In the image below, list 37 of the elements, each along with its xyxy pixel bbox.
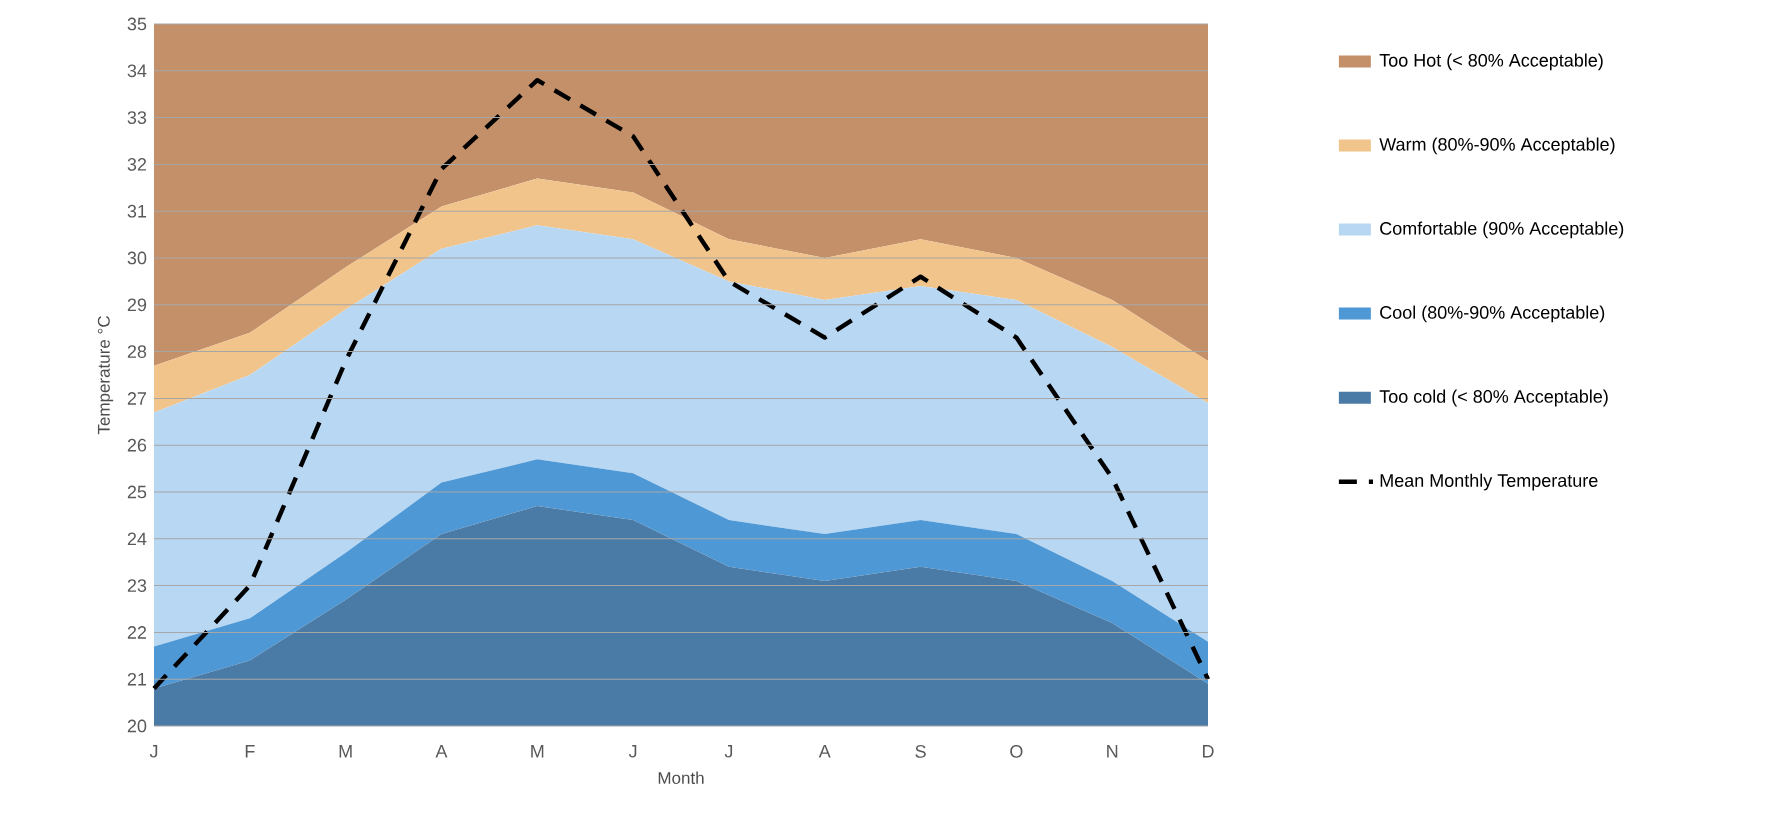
x-tick-label: O xyxy=(1010,745,1023,758)
y-tick-label: 35 xyxy=(127,17,147,31)
y-tick-label: 33 xyxy=(127,111,147,124)
x-tick-label: F xyxy=(245,745,255,758)
y-axis-title: Temperature °C xyxy=(97,316,114,435)
y-tick-label: 29 xyxy=(127,298,147,312)
y-tick-label: 27 xyxy=(127,392,147,405)
x-tick-label: J xyxy=(149,745,158,758)
x-axis-title: Month xyxy=(658,771,704,784)
y-tick-label: 23 xyxy=(127,579,147,592)
x-tick-label: A xyxy=(818,745,831,758)
legend-label: Too Hot (< 80% Acceptable) xyxy=(1379,53,1603,71)
x-tick-label: S xyxy=(915,745,926,758)
y-tick-label: 28 xyxy=(127,345,147,358)
line-series xyxy=(151,77,1211,691)
y-tick-label: 20 xyxy=(127,719,147,733)
x-tick-label: A xyxy=(435,745,448,758)
y-tick-label: 22 xyxy=(127,626,147,639)
y-tick-label: 25 xyxy=(127,485,147,499)
y-tick-label: 26 xyxy=(127,438,147,452)
x-tick-label: M xyxy=(531,745,544,758)
x-tick-label: N xyxy=(1107,745,1118,758)
x-tick-label: D xyxy=(1202,745,1214,758)
legend-label: Mean Monthly Temperature xyxy=(1380,473,1598,491)
legend-label: Comfortable (90% Acceptable) xyxy=(1380,221,1624,239)
legend-label: Cool (80%-90% Acceptable) xyxy=(1380,305,1605,323)
x-tick-label: J xyxy=(628,745,637,758)
y-tick-label: 34 xyxy=(127,64,147,78)
x-tick-label: J xyxy=(724,745,733,758)
y-tick-label: 30 xyxy=(127,251,147,265)
x-tick-label: M xyxy=(339,745,352,758)
legend-label: Warm (80%-90% Acceptable) xyxy=(1379,137,1615,155)
y-tick-label: 32 xyxy=(127,158,147,171)
y-tick-label: 24 xyxy=(127,532,147,546)
y-tick-label: 21 xyxy=(127,672,147,686)
y-tick-label: 31 xyxy=(127,204,147,218)
legend-label: Too cold (< 80% Acceptable) xyxy=(1379,389,1608,407)
